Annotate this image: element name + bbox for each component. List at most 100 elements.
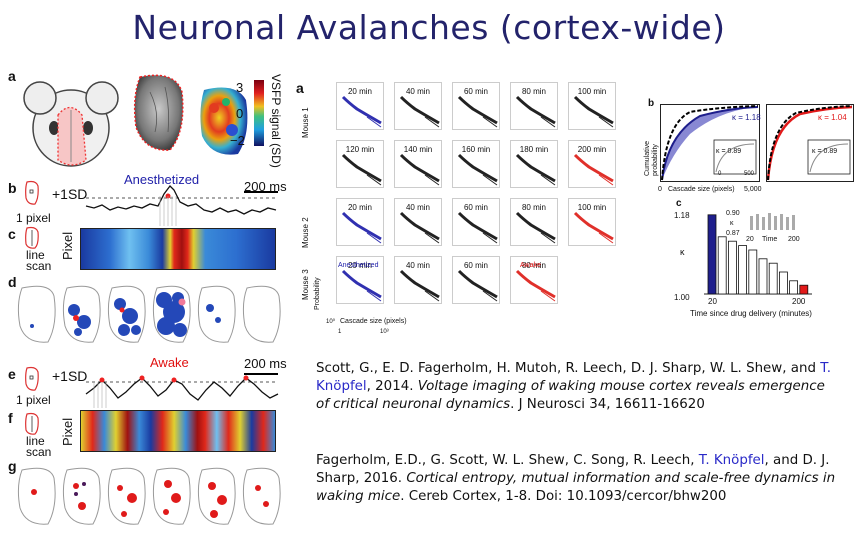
inset-ytick-top: 0.90 bbox=[726, 210, 740, 217]
kappa-right: κ = 1.04 bbox=[818, 113, 847, 122]
kappa-bar bbox=[717, 236, 727, 295]
anesth-frames bbox=[17, 285, 281, 343]
one-pixel-label-2: 1 pixel bbox=[16, 393, 51, 407]
inset-xtick-1: 200 bbox=[788, 236, 800, 243]
panel-label-c: c bbox=[8, 226, 16, 242]
row3-tag-anesthetized: Anesthetized bbox=[338, 262, 379, 269]
cum-xtick-0: 0 bbox=[658, 186, 662, 193]
inset-mini-chart bbox=[750, 213, 795, 230]
cascade-distribution bbox=[573, 211, 614, 244]
colorbar bbox=[254, 80, 264, 146]
cascade-distribution bbox=[399, 153, 440, 186]
colorbar-tick-bottom: −2 bbox=[230, 133, 245, 148]
one-pixel-label: 1 pixel bbox=[16, 211, 51, 225]
cum-plot-left bbox=[660, 104, 760, 182]
colorbar-label: VSFP signal (SD) bbox=[269, 74, 283, 168]
cascade-plot-time: 120 min bbox=[345, 145, 375, 154]
cascade-distribution bbox=[457, 95, 498, 128]
cascade-distribution bbox=[399, 95, 440, 128]
inset-ytick-bottom: 0.87 bbox=[726, 230, 740, 237]
anesth-trace bbox=[85, 185, 278, 226]
mid-xaxis-label: Cascade size (pixels) bbox=[340, 318, 407, 325]
awake-linescan-label: line scan bbox=[26, 434, 52, 459]
row3-tag-awake: Awake bbox=[520, 262, 541, 269]
kappa-bar bbox=[768, 262, 778, 295]
cascade-plot-time: 20 min bbox=[347, 203, 372, 212]
cascade-distribution bbox=[457, 211, 498, 244]
anesth-pixel-axis: Pixel bbox=[60, 231, 75, 260]
citation-2-link[interactable]: T. Knöpfel bbox=[698, 453, 765, 468]
cascade-distribution bbox=[399, 269, 440, 302]
anesth-scale-label: 200 ms bbox=[244, 179, 287, 194]
awake-heatmap bbox=[80, 410, 276, 452]
panel-label-e: e bbox=[8, 366, 16, 382]
row-label-mouse3: Mouse 3 bbox=[301, 269, 310, 300]
bar-xtick-1: 200 bbox=[792, 297, 806, 306]
anesth-heatmap bbox=[80, 228, 276, 270]
cascade-plot-time: 100 min bbox=[577, 87, 607, 96]
cascade-plot: 40 min bbox=[394, 198, 442, 246]
slide-title: Neuronal Avalanches (cortex-wide) bbox=[132, 8, 726, 47]
row-label-mouse1: Mouse 1 bbox=[301, 107, 310, 138]
cortex-line-icon bbox=[25, 226, 39, 249]
cortex-line-icon-2 bbox=[25, 412, 39, 435]
cascade-distribution bbox=[341, 95, 382, 128]
bar-ytick-top: 1.18 bbox=[674, 211, 690, 220]
citation-1-link[interactable]: T. Knöpfel bbox=[316, 361, 832, 394]
cascade-plot-time: 40 min bbox=[405, 203, 430, 212]
kappa-bar bbox=[707, 214, 717, 295]
right-panel-label-b: b bbox=[648, 98, 655, 109]
cascade-plot-time: 60 min bbox=[463, 261, 488, 270]
vsfp-color-map bbox=[200, 87, 248, 155]
cascade-plot: 80 min bbox=[510, 82, 558, 130]
cascade-plot: 40 min bbox=[394, 256, 442, 304]
panel-label-a: a bbox=[8, 68, 16, 84]
cascade-plot-time: 180 min bbox=[519, 145, 549, 154]
kappa-bar bbox=[779, 271, 788, 295]
mid-panel-label: a bbox=[296, 80, 304, 96]
row-label-mouse2: Mouse 2 bbox=[301, 217, 310, 248]
colorbar-tick-mid: 0 bbox=[236, 106, 244, 121]
cascade-plot: 160 min bbox=[452, 140, 500, 188]
bar-ylabel: κ bbox=[680, 247, 685, 257]
cascade-distribution bbox=[457, 153, 498, 186]
citation-2-authors: Fagerholm, E.D., G. Scott, W. L. Shew, C… bbox=[316, 453, 699, 468]
inset-xtick-0: 20 bbox=[746, 236, 754, 243]
cascade-plot-time: 80 min bbox=[521, 261, 546, 270]
cascade-plot: 100 min bbox=[568, 198, 616, 246]
kappa-bar bbox=[727, 240, 737, 295]
inset-kappa-left: κ = 0.89 bbox=[716, 148, 742, 155]
cascade-plot: 60 min bbox=[452, 82, 500, 130]
cum-xtick-1: 5,000 bbox=[744, 186, 762, 193]
cascade-distribution bbox=[341, 269, 382, 302]
kappa-bar bbox=[758, 258, 768, 295]
cascade-distribution bbox=[341, 153, 382, 186]
cascade-distribution bbox=[515, 269, 556, 302]
cascade-plot: 140 min bbox=[394, 140, 442, 188]
cascade-distribution bbox=[515, 95, 556, 128]
panel-label-d: d bbox=[8, 274, 17, 290]
kappa-left: κ = 1.18 bbox=[732, 113, 761, 122]
mouse-head-drawing bbox=[23, 81, 119, 167]
citation-1: Scott, G., E. D. Fagerholm, H. Mutoh, R.… bbox=[316, 360, 836, 414]
cascade-plot: 60 min bbox=[452, 198, 500, 246]
cortex-outline-icon-2 bbox=[25, 366, 39, 391]
bar-xlabel: Time since drug delivery (minutes) bbox=[690, 309, 812, 318]
cascade-plot-time: 40 min bbox=[405, 87, 430, 96]
awake-threshold-label: +1SD bbox=[52, 368, 88, 384]
awake-label: Awake bbox=[150, 355, 189, 370]
cascade-plot-time: 20 min bbox=[347, 261, 372, 270]
cascade-plot-time: 140 min bbox=[403, 145, 433, 154]
awake-pixel-axis: Pixel bbox=[60, 417, 75, 446]
panel-label-b: b bbox=[8, 180, 17, 196]
cascade-plot-time: 80 min bbox=[521, 87, 546, 96]
citation-1-year: , 2014. bbox=[366, 379, 418, 394]
awake-trace bbox=[85, 373, 279, 408]
kappa-bar bbox=[799, 284, 809, 295]
kappa-bar bbox=[789, 280, 798, 295]
citation-2-year: , and D. J. Sharp, 2016. bbox=[316, 453, 830, 486]
mid-ytick: 10⁰ bbox=[326, 319, 336, 325]
cascade-plot-time: 60 min bbox=[463, 87, 488, 96]
cascade-plot: 120 min bbox=[336, 140, 384, 188]
mid-xtick-2: 10³ bbox=[380, 329, 389, 335]
